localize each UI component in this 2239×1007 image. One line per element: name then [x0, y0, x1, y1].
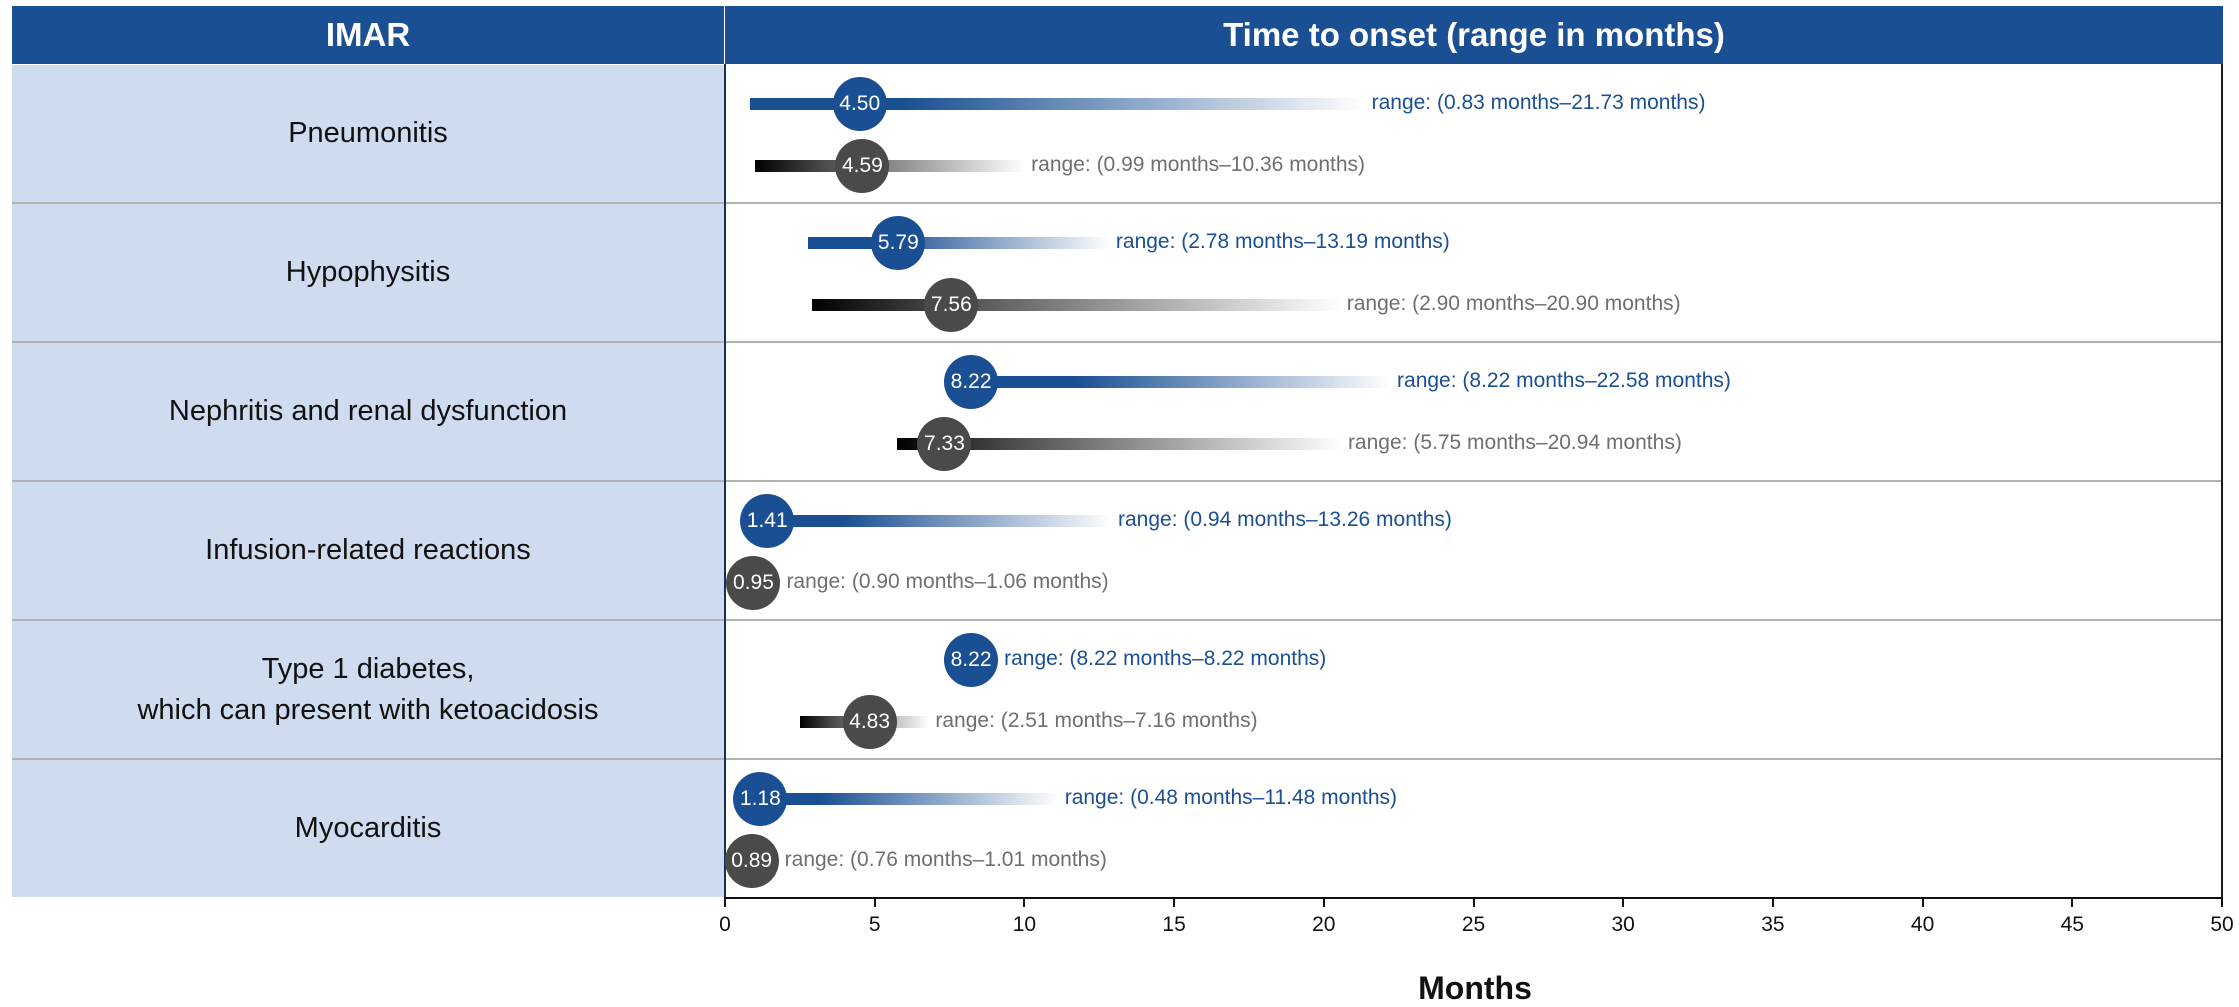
x-tick-label: 10	[1012, 913, 1037, 936]
range-label: range: (2.51 months–7.16 months)	[935, 709, 1257, 733]
median-dot: 4.83	[842, 695, 897, 749]
range-prefix: range:	[1118, 508, 1184, 531]
range-value: (8.22 months–22.58 months)	[1462, 369, 1731, 392]
x-tick-label: 40	[1910, 913, 1935, 936]
x-tick	[873, 897, 876, 907]
range-prefix: range:	[935, 709, 1001, 732]
row-label: Hypophysitis	[12, 204, 724, 341]
range-prefix: range:	[1031, 153, 1097, 176]
x-tick	[1921, 897, 1924, 907]
row-separator	[12, 202, 2223, 204]
x-tick-label: 30	[1611, 913, 1635, 936]
range-label: range: (5.75 months–20.94 months)	[1348, 431, 1682, 455]
median-dot: 7.33	[917, 417, 972, 471]
range-label: range: (8.22 months–22.58 months)	[1397, 369, 1731, 393]
range-bar	[754, 160, 1026, 172]
x-tick-label: 15	[1162, 913, 1186, 936]
range-prefix: range:	[1115, 230, 1182, 253]
row-label: Nephritis and renal dysfunction	[12, 343, 724, 480]
range-bar	[971, 376, 1392, 388]
x-tick-label: 25	[1461, 913, 1486, 936]
range-prefix: range:	[1347, 431, 1414, 454]
range-value: (0.83 months–21.73 months)	[1436, 91, 1706, 114]
x-tick	[1173, 897, 1176, 907]
median-dot: 5.79	[871, 216, 926, 270]
range-prefix: range:	[784, 848, 851, 871]
row-label: Type 1 diabetes, which can present with …	[12, 621, 724, 758]
range-value: (0.48 months–11.48 months)	[1130, 786, 1398, 809]
x-tick-label: 5	[868, 913, 881, 936]
range-prefix: range:	[1064, 786, 1131, 809]
x-tick	[2221, 897, 2223, 907]
range-bar	[739, 793, 1059, 805]
x-tick-label: 45	[2060, 913, 2084, 936]
range-bar	[753, 515, 1112, 527]
range-prefix: range:	[1004, 647, 1070, 670]
row-separator	[12, 341, 2223, 343]
range-label: range: (0.83 months–21.73 months)	[1372, 91, 1706, 115]
row-separator	[12, 480, 2223, 482]
range-value: (2.51 months–7.16 months)	[1000, 709, 1258, 732]
range-value: (2.78 months–13.19 months)	[1181, 230, 1450, 253]
row-separator	[12, 758, 2223, 760]
row-label: Myocarditis	[12, 760, 724, 897]
range-label: range: (0.99 months–10.36 months)	[1031, 153, 1365, 177]
range-value: (8.22 months–8.22 months)	[1069, 647, 1327, 670]
range-value: (5.75 months–20.94 months)	[1413, 431, 1682, 454]
range-label: range: (0.48 months–11.48 months)	[1065, 786, 1397, 810]
median-dot: 7.56	[924, 278, 979, 332]
range-label: range: (2.78 months–13.19 months)	[1116, 230, 1450, 254]
range-prefix: range:	[1397, 369, 1463, 392]
header-time-to-onset: Time to onset (range in months)	[725, 6, 2223, 64]
range-label: range: (2.90 months–20.90 months)	[1347, 292, 1681, 316]
range-bar	[808, 237, 1110, 249]
range-prefix: range:	[1371, 91, 1437, 114]
range-prefix: range:	[786, 570, 852, 593]
range-value: (0.94 months–13.26 months)	[1183, 508, 1452, 531]
x-tick	[1322, 897, 1325, 907]
median-dot: 0.89	[724, 834, 779, 888]
plot-right-border	[2221, 64, 2223, 899]
row-separator	[12, 619, 2223, 621]
x-tick-label: 20	[1312, 913, 1336, 936]
x-tick	[1771, 897, 1774, 907]
x-tick	[2071, 897, 2074, 907]
range-value: (2.90 months–20.90 months)	[1412, 292, 1681, 315]
range-bar	[811, 299, 1341, 311]
median-dot: 0.95	[726, 556, 781, 610]
x-tick-label: 50	[2210, 913, 2234, 936]
x-axis-label: Months	[1418, 970, 1532, 1006]
x-tick	[1472, 897, 1475, 907]
row-label: Infusion-related reactions	[12, 482, 724, 619]
range-bar	[749, 98, 1366, 110]
x-tick	[1622, 897, 1625, 907]
range-prefix: range:	[1346, 292, 1413, 315]
range-label: range: (0.94 months–13.26 months)	[1118, 508, 1452, 532]
range-value: (0.76 months–1.01 months)	[850, 848, 1107, 871]
median-dot: 1.18	[733, 772, 788, 826]
x-tick-label: 0	[719, 913, 731, 936]
row-label: Pneumonitis	[12, 65, 724, 202]
x-tick	[724, 897, 726, 907]
range-value: (0.90 months–1.06 months)	[851, 570, 1109, 593]
median-dot: 4.50	[832, 77, 887, 131]
range-value: (0.99 months–10.36 months)	[1096, 153, 1366, 176]
x-tick-label: 35	[1761, 913, 1785, 936]
median-dot: 8.22	[944, 355, 999, 409]
range-label: range: (0.90 months–1.06 months)	[786, 570, 1108, 594]
x-tick	[1023, 897, 1026, 907]
range-label: range: (0.76 months–1.01 months)	[785, 848, 1107, 872]
plot-left-border	[724, 64, 726, 899]
median-dot: 4.59	[835, 139, 890, 193]
range-label: range: (8.22 months–8.22 months)	[1004, 647, 1326, 671]
median-dot: 8.22	[944, 633, 999, 687]
header-imar: IMAR	[12, 6, 724, 64]
median-dot: 1.41	[740, 494, 795, 548]
range-bar	[897, 438, 1342, 450]
